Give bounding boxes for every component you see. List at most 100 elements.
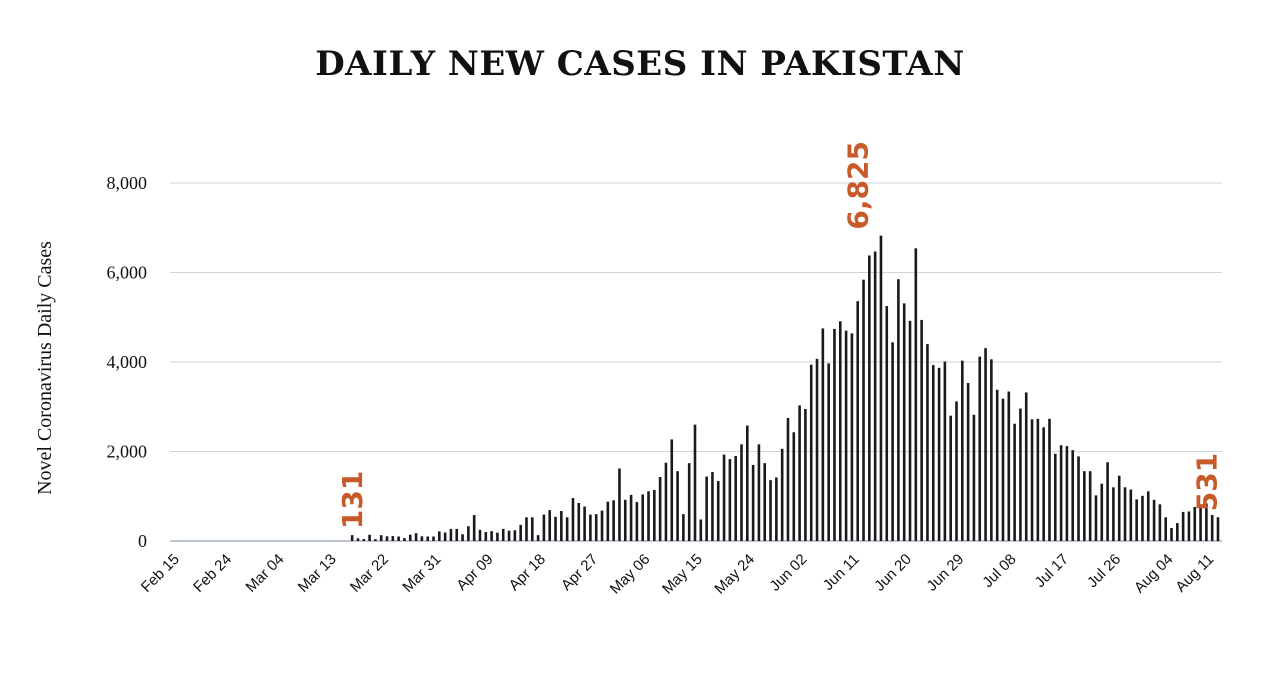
x-tick-label: Mar 22 — [347, 551, 392, 596]
bar — [362, 538, 366, 541]
bar — [1088, 471, 1092, 541]
x-axis-ticks: Feb 15 Feb 24 Mar 04 Mar 13 Mar 22 Mar 31 Apr … — [138, 551, 1217, 598]
x-tick-label: Jul 17 — [1032, 551, 1072, 591]
y-axis-label: Novel Coronavirus Daily Cases — [34, 241, 56, 495]
bar — [978, 356, 982, 541]
bar — [850, 333, 854, 541]
bar — [746, 425, 749, 541]
bar — [984, 348, 987, 541]
bar — [763, 463, 767, 541]
bar — [379, 535, 383, 541]
bar — [1129, 489, 1133, 541]
bar — [1135, 499, 1138, 541]
bar — [397, 536, 400, 541]
x-tick-label: Jun 20 — [871, 551, 915, 595]
x-tick-label: May 06 — [607, 551, 654, 598]
bar — [525, 517, 528, 541]
bar — [862, 279, 865, 541]
y-tick-label: 4,000 — [107, 352, 148, 372]
bar — [1024, 392, 1028, 541]
bar — [1036, 418, 1040, 541]
bar — [583, 506, 586, 541]
bar — [1001, 398, 1005, 541]
bar — [554, 516, 557, 541]
bar — [606, 501, 610, 541]
bar — [571, 498, 575, 541]
annotation-label: 131 — [336, 471, 369, 529]
bar — [391, 536, 395, 541]
bar — [844, 330, 848, 541]
bar — [513, 530, 517, 541]
bar — [1094, 495, 1098, 541]
bar — [501, 528, 505, 541]
bar — [1071, 450, 1075, 541]
bar — [716, 481, 720, 541]
bar — [455, 528, 459, 541]
x-tick-label: Apr 18 — [506, 551, 549, 594]
annotation-label: 6,825 — [842, 141, 875, 230]
bar — [722, 454, 726, 541]
bar — [1048, 418, 1051, 541]
bar — [432, 536, 435, 541]
bar — [1170, 528, 1173, 541]
bar — [519, 524, 522, 541]
bar — [1083, 471, 1086, 541]
bar — [972, 414, 976, 541]
bar — [1053, 453, 1057, 541]
y-tick-label: 0 — [138, 531, 147, 551]
bar — [438, 531, 441, 541]
bar — [687, 463, 691, 541]
bar — [589, 514, 592, 541]
bar — [966, 383, 970, 541]
bar — [873, 251, 877, 541]
bar — [1181, 511, 1185, 541]
bar — [728, 459, 732, 541]
bar — [368, 534, 371, 541]
bar — [734, 455, 737, 541]
y-tick-label: 8,000 — [107, 173, 148, 193]
bar — [949, 415, 952, 541]
bar — [1187, 511, 1191, 541]
bar — [1112, 487, 1115, 541]
bar — [885, 306, 889, 541]
bar — [618, 468, 621, 541]
x-tick-label: Jun 02 — [767, 551, 811, 595]
bar — [1059, 445, 1063, 541]
bar — [426, 536, 429, 541]
bar — [891, 342, 894, 541]
bar — [1065, 446, 1069, 541]
bar — [374, 539, 377, 541]
x-tick-label: Jun 29 — [923, 551, 967, 595]
bar — [635, 502, 639, 541]
bar — [1205, 503, 1208, 541]
bar — [1013, 423, 1016, 541]
bar — [914, 248, 918, 541]
bar — [577, 502, 581, 541]
bar — [868, 255, 871, 541]
bar — [600, 510, 604, 541]
bar — [385, 536, 389, 541]
x-tick-label: Jun 11 — [820, 551, 863, 594]
bar — [478, 529, 482, 541]
bar — [449, 528, 453, 541]
x-tick-label: Mar 13 — [295, 551, 340, 596]
bar — [420, 536, 424, 541]
bar — [356, 538, 360, 541]
bar — [530, 517, 534, 541]
bar — [641, 494, 644, 541]
bar — [467, 526, 470, 541]
bar — [403, 538, 406, 541]
bar — [1030, 419, 1034, 541]
bar — [670, 439, 674, 541]
bar — [1019, 408, 1022, 541]
bar — [920, 319, 923, 541]
bar — [798, 405, 801, 541]
x-tick-label: Mar 31 — [399, 551, 444, 596]
x-tick-label: Feb 24 — [190, 551, 235, 596]
bar — [775, 477, 778, 541]
bar — [780, 448, 784, 541]
bar — [961, 360, 964, 541]
x-tick-label: Aug 11 — [1172, 551, 1217, 596]
bar — [711, 472, 714, 541]
